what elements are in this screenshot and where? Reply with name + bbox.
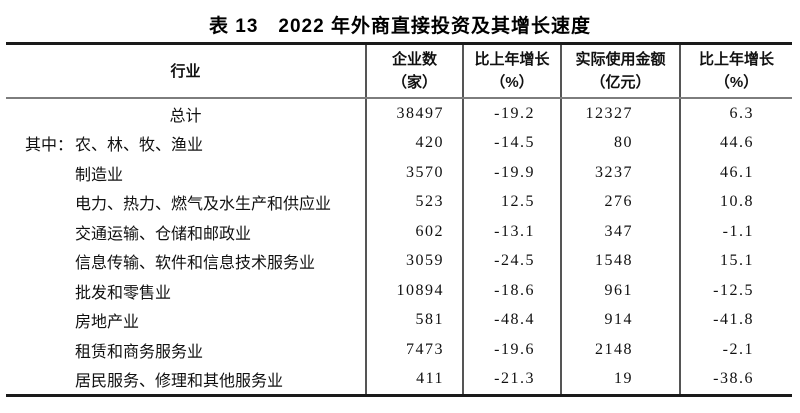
- table-body: 总计 38497 -19.2 12327 6.3 其中： 农、林、牧、渔业 42…: [6, 98, 792, 396]
- header-label: 企业数: [391, 51, 437, 68]
- industry-label: 电力、热力、燃气及水生产和供应业: [75, 196, 332, 214]
- amount-growth-value: -1.1: [679, 217, 792, 247]
- amount-growth-value: 10.8: [679, 187, 792, 217]
- industry-cell: 居民服务、修理和其他服务业: [6, 365, 366, 396]
- industry-label: 房地产业: [75, 314, 140, 332]
- enterprises-growth-value: -18.6: [462, 276, 561, 306]
- table-row: 居民服务、修理和其他服务业 411 -21.3 19 -38.6: [6, 364, 792, 396]
- header-label: 行业: [170, 62, 201, 80]
- enterprises-growth-value: -19.6: [462, 335, 561, 365]
- enterprises-growth-value: -21.3: [462, 364, 561, 396]
- industry-label: 农、林、牧、渔业: [75, 137, 204, 155]
- table-row: 租赁和商务服务业 7473 -19.6 2148 -2.1: [6, 335, 792, 365]
- amount-value: 1548: [560, 246, 680, 276]
- table-row: 制造业 3570 -19.9 3237 46.1: [6, 158, 792, 188]
- header-unit: （家）: [391, 74, 437, 91]
- enterprises-growth-value: 12.5: [462, 187, 561, 217]
- industry-label: 居民服务、修理和其他服务业: [75, 373, 284, 391]
- enterprises-growth-value: -48.4: [462, 305, 561, 335]
- industry-cell: 其中： 农、林、牧、渔业: [6, 129, 366, 159]
- amount-value: 914: [560, 305, 680, 335]
- industry-label: 租赁和商务服务业: [75, 343, 204, 361]
- amount-growth-value: 15.1: [679, 246, 792, 276]
- enterprises-value: 602: [365, 217, 463, 247]
- industry-label: 制造业: [75, 166, 124, 184]
- enterprises-value: 38497: [365, 98, 463, 129]
- table-row: 电力、热力、燃气及水生产和供应业 523 12.5 276 10.8: [6, 187, 792, 218]
- industry-cell: 电力、热力、燃气及水生产和供应业: [6, 188, 366, 218]
- header-unit: （%）: [490, 74, 534, 91]
- table-row: 房地产业 581 -48.4 914 -41.8: [6, 305, 792, 336]
- table-title: 表 13 2022 年外商直接投资及其增长速度: [209, 16, 591, 37]
- industry-cell: 批发和零售业: [6, 276, 366, 306]
- fdi-table: 行业 企业数 （家） 比上年增长 （%） 实际使用金额 （亿元） 比上年增长 （…: [6, 42, 792, 397]
- enterprises-value: 411: [365, 364, 463, 396]
- amount-value: 2148: [560, 335, 680, 365]
- enterprises-value: 420: [365, 128, 463, 158]
- industry-label: 交通运输、仓储和邮政业: [75, 225, 252, 243]
- table-header: 行业 企业数 （家） 比上年增长 （%） 实际使用金额 （亿元） 比上年增长 （…: [6, 43, 792, 99]
- amount-value: 3237: [560, 158, 680, 188]
- amount-value: 80: [560, 128, 680, 158]
- table-row: 信息传输、软件和信息技术服务业 3059 -24.5 1548 15.1: [6, 246, 792, 277]
- industry-label: 批发和零售业: [75, 284, 172, 302]
- enterprises-growth-value: -24.5: [462, 246, 561, 276]
- enterprises-growth-value: -14.5: [462, 128, 561, 158]
- header-row: 行业 企业数 （家） 比上年增长 （%） 实际使用金额 （亿元） 比上年增长 （…: [6, 43, 792, 99]
- col-header-enterprises-growth: 比上年增长 （%）: [462, 43, 561, 99]
- industry-cell: 租赁和商务服务业: [6, 335, 366, 365]
- enterprises-value: 3059: [365, 246, 463, 276]
- amount-growth-value: 46.1: [679, 158, 792, 188]
- header-label: 比上年增长: [698, 51, 774, 68]
- enterprises-value: 523: [365, 187, 463, 217]
- industry-cell: 制造业: [6, 158, 366, 188]
- col-header-enterprises: 企业数 （家）: [365, 43, 463, 99]
- amount-value: 276: [560, 187, 680, 217]
- industry-cell: 房地产业: [6, 306, 366, 336]
- group-prefix-label: 其中：: [25, 137, 74, 155]
- header-unit: （亿元）: [590, 74, 651, 91]
- table-row-total: 总计 38497 -19.2 12327 6.3: [6, 98, 792, 129]
- amount-growth-value: -41.8: [679, 305, 792, 335]
- col-header-industry: 行业: [6, 43, 366, 99]
- amount-value: 961: [560, 276, 680, 306]
- industry-label: 总计: [169, 107, 202, 125]
- amount-value: 19: [560, 364, 680, 396]
- industry-cell: 信息传输、软件和信息技术服务业: [6, 247, 366, 277]
- header-unit: （%）: [714, 74, 759, 91]
- industry-cell: 交通运输、仓储和邮政业: [6, 217, 366, 247]
- header-label: 实际使用金额: [575, 51, 666, 68]
- amount-growth-value: -12.5: [679, 276, 792, 306]
- enterprises-value: 10894: [365, 276, 463, 306]
- amount-growth-value: 44.6: [679, 128, 792, 158]
- amount-value: 12327: [560, 98, 680, 129]
- enterprises-value: 7473: [365, 335, 463, 365]
- enterprises-growth-value: -13.1: [462, 217, 561, 247]
- enterprises-growth-value: -19.2: [462, 98, 561, 129]
- table-row: 其中： 农、林、牧、渔业 420 -14.5 80 44.6: [6, 128, 792, 159]
- amount-growth-value: -38.6: [679, 364, 792, 396]
- amount-value: 347: [560, 217, 680, 247]
- enterprises-growth-value: -19.9: [462, 158, 561, 188]
- industry-cell: 总计: [6, 98, 366, 129]
- header-label: 比上年增长: [474, 51, 550, 68]
- enterprises-value: 3570: [365, 158, 463, 188]
- amount-growth-value: 6.3: [679, 98, 792, 129]
- industry-label: 信息传输、软件和信息技术服务业: [75, 255, 316, 273]
- table-row: 批发和零售业 10894 -18.6 961 -12.5: [6, 276, 792, 306]
- amount-growth-value: -2.1: [679, 335, 792, 365]
- col-header-amount-growth: 比上年增长 （%）: [679, 43, 792, 99]
- enterprises-value: 581: [365, 305, 463, 335]
- col-header-amount: 实际使用金额 （亿元）: [560, 43, 680, 99]
- table-row: 交通运输、仓储和邮政业 602 -13.1 347 -1.1: [6, 217, 792, 247]
